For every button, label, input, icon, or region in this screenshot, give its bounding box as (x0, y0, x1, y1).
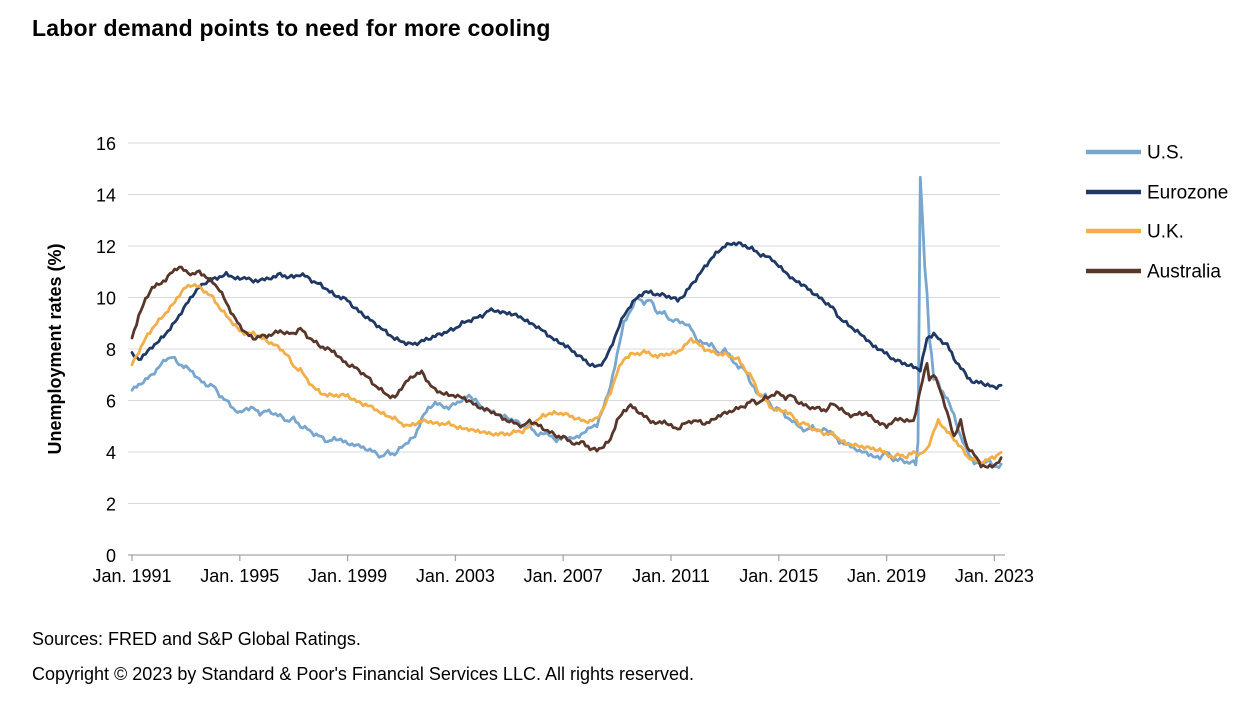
y-tick-label: 0 (106, 546, 116, 566)
x-tick-label: Jan. 2023 (955, 566, 1034, 586)
y-tick-label: 14 (96, 186, 116, 206)
legend-label-eurozone: Eurozone (1147, 183, 1228, 204)
y-tick-label: 2 (106, 495, 116, 515)
y-tick-label: 12 (96, 237, 116, 257)
legend-label-us: U.S. (1147, 143, 1184, 164)
y-axis-title: Unemployment rates (%) (45, 243, 65, 454)
y-tick-label: 10 (96, 289, 116, 309)
legend-item-uk: U.K. (1086, 222, 1184, 243)
series-line-us (130, 175, 1003, 469)
legend-item-australia: Australia (1086, 262, 1221, 283)
x-tick-label: Jan. 2015 (739, 566, 818, 586)
x-tick-label: Jan. 2019 (847, 566, 926, 586)
y-tick-label: 8 (106, 340, 116, 360)
series-line-australia (130, 265, 1003, 469)
x-tick-label: Jan. 2011 (632, 566, 710, 586)
y-tick-label: 6 (106, 392, 116, 412)
legend: U.S. Eurozone U.K. Australia (1086, 143, 1228, 283)
series-line-uk (130, 283, 1003, 465)
x-tick-label: Jan. 1991 (92, 566, 171, 586)
legend-item-eurozone: Eurozone (1086, 183, 1228, 204)
series-line-eurozone (130, 241, 1003, 391)
y-axis: 0 2 4 6 8 10 12 14 16 (96, 134, 116, 566)
x-tick-label: Jan. 2003 (416, 566, 495, 586)
chart-title: Labor demand points to need for more coo… (32, 15, 551, 41)
gridlines (128, 142, 1000, 504)
legend-label-australia: Australia (1147, 262, 1221, 283)
x-tick-label: Jan. 1999 (308, 566, 387, 586)
x-axis: Jan. 1991 Jan. 1995 Jan. 1999 Jan. 2003 Jan.… (92, 554, 1034, 586)
x-tick-label: Jan. 2007 (524, 566, 603, 586)
y-tick-label: 4 (106, 443, 116, 463)
legend-label-uk: U.K. (1147, 222, 1184, 243)
copyright-note: Copyright © 2023 by Standard & Poor's Fi… (32, 664, 695, 684)
x-tick-label: Jan. 1995 (200, 566, 279, 586)
y-tick-label: 16 (96, 134, 116, 154)
sources-note: Sources: FRED and S&P Global Ratings. (32, 629, 361, 649)
legend-item-us: U.S. (1086, 143, 1184, 164)
series-lines (130, 175, 1003, 469)
